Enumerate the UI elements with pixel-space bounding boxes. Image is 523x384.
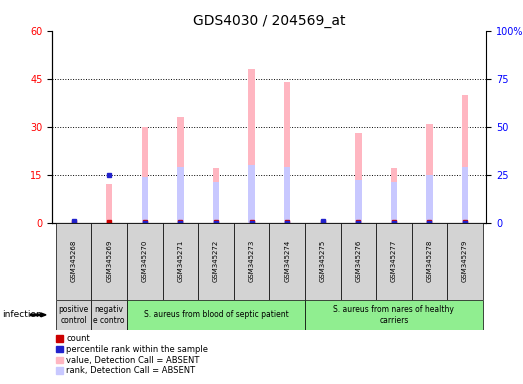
Bar xyxy=(56,223,92,300)
Bar xyxy=(284,167,290,223)
Legend: count, percentile rank within the sample, value, Detection Call = ABSENT, rank, : count, percentile rank within the sample… xyxy=(56,334,209,376)
Text: GSM345273: GSM345273 xyxy=(248,240,255,282)
Bar xyxy=(163,223,198,300)
Text: GSM345277: GSM345277 xyxy=(391,240,397,282)
Bar xyxy=(234,223,269,300)
Bar xyxy=(426,124,433,223)
Bar xyxy=(462,95,468,223)
Text: GSM345274: GSM345274 xyxy=(284,240,290,282)
Bar xyxy=(127,223,163,300)
Bar xyxy=(106,184,112,223)
Text: infection: infection xyxy=(3,310,42,319)
Bar xyxy=(447,223,483,300)
Text: GSM345272: GSM345272 xyxy=(213,240,219,282)
Text: GSM345279: GSM345279 xyxy=(462,240,468,282)
Bar xyxy=(426,175,433,223)
Bar xyxy=(142,127,148,223)
Bar xyxy=(213,168,219,223)
Text: GSM345270: GSM345270 xyxy=(142,240,148,282)
Bar xyxy=(177,117,184,223)
Text: GSM345275: GSM345275 xyxy=(320,240,326,282)
Bar xyxy=(376,223,412,300)
Bar xyxy=(355,180,361,223)
Text: positive
control: positive control xyxy=(59,305,89,324)
Bar xyxy=(355,133,361,223)
Bar xyxy=(462,167,468,223)
Bar xyxy=(213,182,219,223)
Bar xyxy=(177,167,184,223)
Bar xyxy=(198,223,234,300)
Bar xyxy=(142,177,148,223)
Text: S. aureus from nares of healthy
carriers: S. aureus from nares of healthy carriers xyxy=(334,305,454,324)
Title: GDS4030 / 204569_at: GDS4030 / 204569_at xyxy=(193,14,346,28)
Bar xyxy=(248,69,255,223)
Bar xyxy=(391,168,397,223)
Bar xyxy=(305,223,340,300)
Bar xyxy=(391,182,397,223)
Bar xyxy=(412,223,447,300)
Text: GSM345278: GSM345278 xyxy=(426,240,433,282)
Bar xyxy=(92,223,127,300)
Bar xyxy=(56,300,92,330)
Bar xyxy=(92,300,127,330)
Bar xyxy=(269,223,305,300)
Text: GSM345271: GSM345271 xyxy=(177,240,184,282)
Bar xyxy=(248,165,255,223)
Bar xyxy=(284,82,290,223)
Text: GSM345269: GSM345269 xyxy=(106,240,112,282)
Text: negativ
e contro: negativ e contro xyxy=(94,305,125,324)
Text: GSM345268: GSM345268 xyxy=(71,240,77,282)
Text: S. aureus from blood of septic patient: S. aureus from blood of septic patient xyxy=(144,310,288,319)
Bar xyxy=(127,300,305,330)
Bar xyxy=(305,300,483,330)
Text: GSM345276: GSM345276 xyxy=(355,240,361,282)
Bar xyxy=(340,223,376,300)
